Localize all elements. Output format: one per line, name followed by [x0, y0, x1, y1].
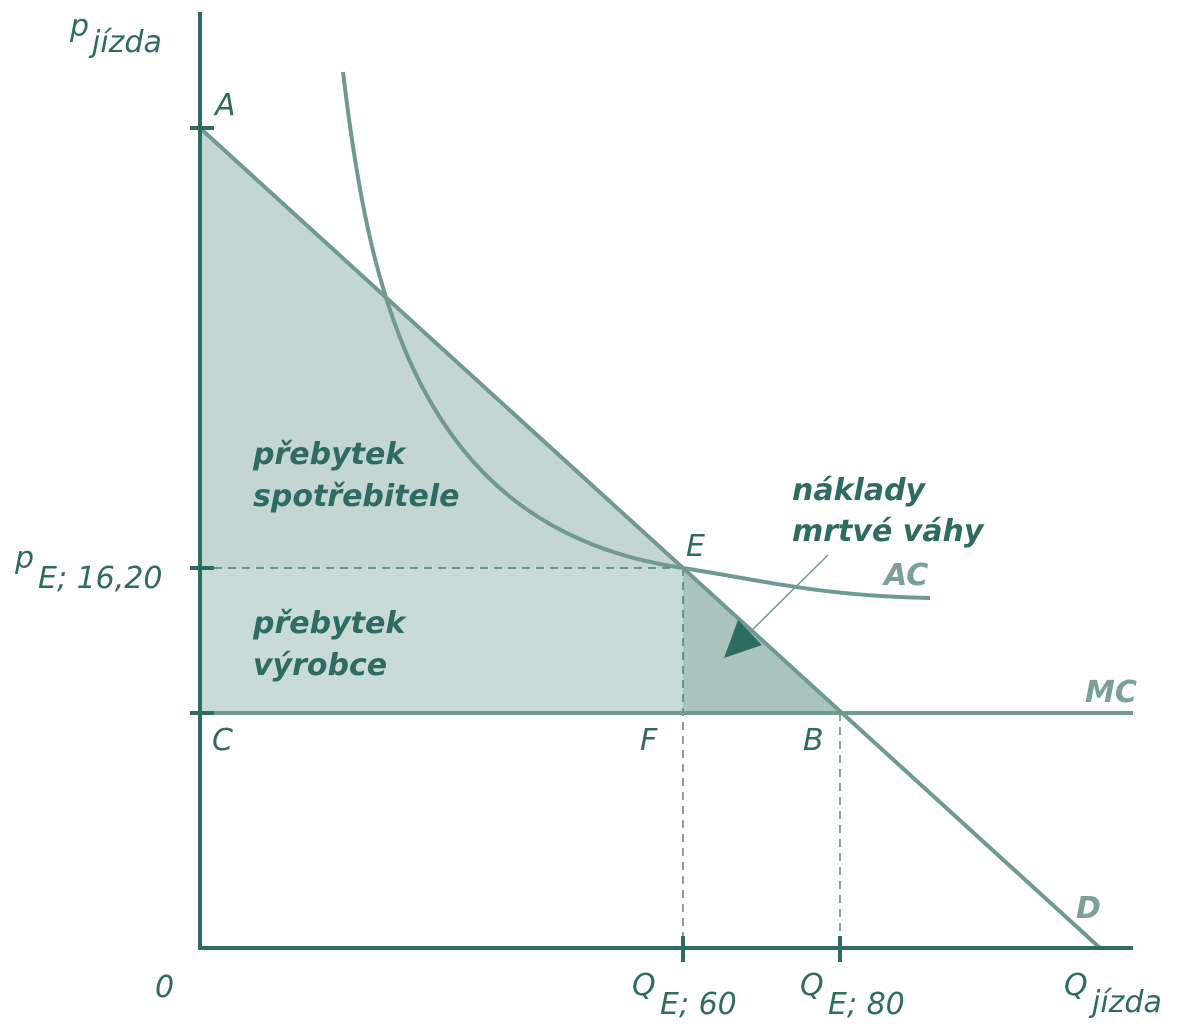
point-f-label: F	[640, 723, 658, 758]
deadweight-arrow-head	[724, 620, 762, 658]
pe-tick-label: p	[14, 541, 34, 576]
q60-tick-label-sub: E; 60	[660, 987, 737, 1020]
deadweight-arrow-line	[741, 554, 829, 641]
producer-surplus-label-1: přebytek	[252, 606, 407, 641]
q60-tick-label: Q	[632, 968, 656, 1003]
point-b-label: B	[803, 723, 824, 758]
producer-surplus-label-2: výrobce	[253, 648, 387, 683]
point-a-label: A	[213, 88, 236, 123]
q80-tick-label: Q	[800, 968, 824, 1003]
x-axis-label: Q	[1064, 968, 1088, 1003]
demand-curve-label: D	[1076, 891, 1101, 926]
point-e-label: E	[686, 529, 705, 564]
deadweight-label-1: náklady	[792, 473, 927, 508]
q80-tick-label-sub: E; 80	[828, 987, 905, 1020]
point-c-label: C	[212, 723, 233, 758]
x-axis-label-sub: jízda	[1088, 985, 1162, 1020]
demand-curve	[198, 126, 1102, 950]
consumer-surplus-label-1: přebytek	[252, 437, 407, 472]
y-axis-label-sub: jízda	[88, 25, 162, 60]
producer-surplus-area	[200, 568, 683, 713]
y-axis-label: p	[69, 9, 89, 44]
origin-label: 0	[155, 970, 174, 1005]
mc-curve-label: MC	[1085, 675, 1137, 710]
pe-tick-label-sub: E; 16,20	[38, 561, 162, 596]
deadweight-label-2: mrtvé váhy	[792, 514, 985, 549]
ac-curve	[341, 71, 931, 600]
consumer-surplus-label-2: spotřebitele	[253, 479, 460, 514]
ac-curve-label: AC	[882, 558, 928, 593]
